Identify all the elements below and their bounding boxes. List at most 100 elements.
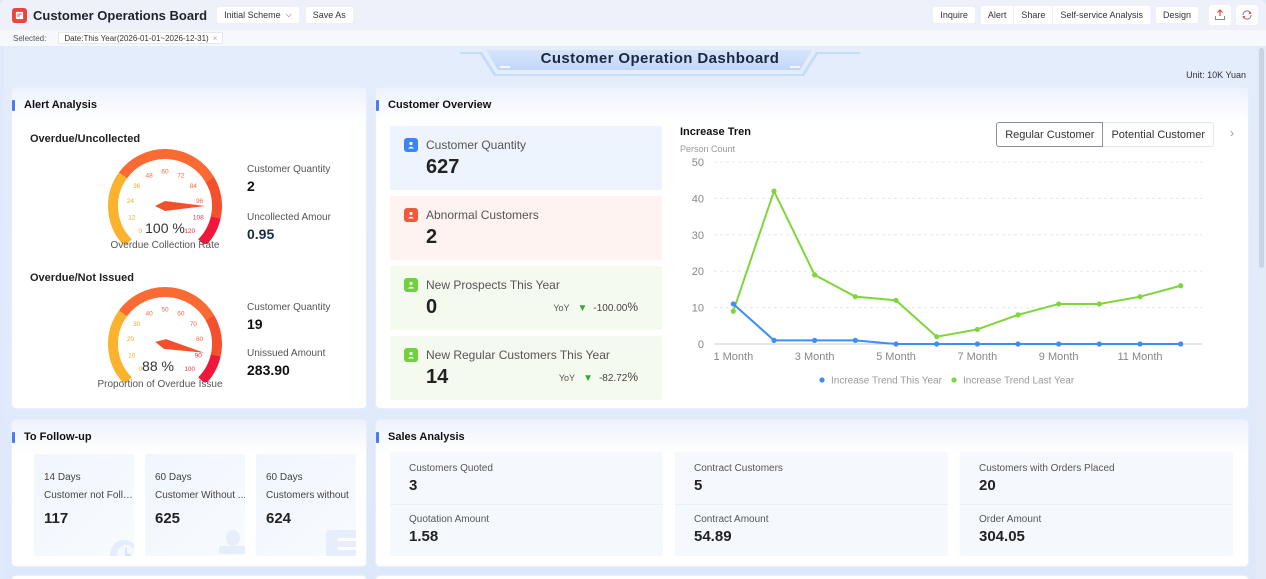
alert-button[interactable]: Alert	[980, 6, 1015, 24]
yoy-label: YoY	[558, 373, 576, 383]
data-point[interactable]	[812, 272, 818, 278]
export-icon	[1215, 9, 1225, 20]
chevron-right-icon[interactable]: ›	[1230, 126, 1234, 140]
tab-potential-customer[interactable]: Potential Customer	[1103, 122, 1214, 147]
filter-label: Selected:	[13, 33, 47, 43]
save-as-button[interactable]: Save As	[304, 6, 354, 24]
inquire-button[interactable]: Inquire	[932, 6, 976, 24]
gauge-band	[198, 354, 221, 382]
data-point[interactable]	[934, 341, 940, 347]
gauge-band	[205, 314, 222, 357]
uncollected-amount-value: 0.95	[247, 226, 275, 242]
clock-icon	[98, 526, 134, 556]
data-point[interactable]	[934, 334, 940, 340]
self-service-analysis-button[interactable]: Self-service Analysis	[1053, 6, 1150, 24]
yoy-number: -100.00	[593, 303, 628, 314]
sales-label: Contract Amount	[694, 514, 769, 525]
design-button[interactable]: Design	[1154, 6, 1199, 24]
data-point[interactable]	[852, 294, 858, 300]
gauge-tick-label: 60	[177, 310, 185, 317]
tab-regular-customer[interactable]: Regular Customer	[996, 122, 1104, 147]
app-logo-icon	[12, 7, 27, 23]
follow-up-label: Customer Without ...	[155, 490, 245, 501]
data-point[interactable]	[730, 308, 736, 314]
yoy-number: -82.72	[598, 373, 628, 384]
legend-marker[interactable]	[819, 377, 825, 383]
series-line	[732, 188, 1181, 338]
y-tick-label: 40	[692, 193, 704, 205]
legend-marker[interactable]	[951, 377, 957, 383]
sales-value: 304.05	[979, 528, 1025, 545]
refresh-button[interactable]	[1236, 5, 1258, 25]
scheme-dropdown[interactable]: Initial Scheme ⌵	[216, 6, 300, 24]
legend-label[interactable]: Increase Trend Last Year	[963, 376, 1075, 387]
data-point[interactable]	[771, 188, 777, 194]
data-point[interactable]	[730, 301, 736, 307]
refresh-icon	[1242, 10, 1252, 20]
data-point[interactable]	[1096, 301, 1102, 307]
data-point[interactable]	[1015, 312, 1021, 318]
date-filter-chip[interactable]: Date:This Year(2026-01-01~2026-12-31) ×	[58, 32, 224, 44]
gauge-tick-label: 90	[195, 352, 203, 359]
panel-title: Customer Overview	[375, 99, 492, 111]
sales-value: 3	[409, 477, 418, 494]
data-point[interactable]	[1178, 283, 1184, 289]
data-point[interactable]	[852, 337, 858, 343]
sales-card[interactable]: Contract Customers 5 Contract Amount 54.89	[675, 452, 948, 556]
data-point[interactable]	[974, 326, 980, 333]
close-icon[interactable]: ×	[212, 33, 218, 43]
data-point[interactable]	[812, 337, 818, 343]
data-point[interactable]	[1137, 294, 1143, 300]
overview-card-value: 627	[426, 156, 460, 178]
chevron-down-icon: ⌵	[285, 10, 292, 19]
y-tick-label: 10	[692, 303, 704, 315]
share-button[interactable]: Share	[1014, 6, 1054, 24]
gauge-band	[108, 310, 132, 382]
overview-card[interactable]: Abnormal Customers 2	[390, 196, 662, 260]
sales-analysis-panel: Sales Analysis Customers Quoted 3 Quotatio…	[376, 420, 1248, 566]
gauge-tick-label: 12	[128, 214, 136, 221]
user-icon	[404, 208, 418, 222]
panel-title: Sales Analysis	[376, 431, 465, 443]
gauge-tick-label: 84	[190, 183, 198, 190]
top-bar: Customer Operations Board Initial Scheme…	[0, 0, 1266, 30]
yoy-value: -100.00%	[593, 300, 638, 314]
export-button[interactable]	[1209, 5, 1231, 25]
y-tick-label: 0	[698, 339, 704, 351]
gauge-caption: Overdue Collection Rate	[110, 240, 220, 251]
sales-card[interactable]: Customers Quoted 3 Quotation Amount 1.58	[390, 452, 663, 556]
sales-value: 5	[694, 477, 703, 494]
data-point[interactable]	[1096, 341, 1102, 347]
follow-up-days: 60 Days	[266, 472, 303, 483]
data-point[interactable]	[1056, 341, 1062, 347]
overview-card[interactable]: New Regular Customers This Year 14 YoY ▼ -82…	[390, 336, 662, 400]
data-point[interactable]	[1015, 341, 1021, 347]
overview-card[interactable]: Customer Quantity 627	[390, 126, 662, 190]
data-point[interactable]	[1056, 301, 1062, 307]
data-point[interactable]	[771, 337, 777, 343]
follow-up-card[interactable]: 14 Days Customer not Follo... 117	[34, 454, 134, 556]
gauge-caption: Proportion of Overdue Issue	[97, 379, 223, 390]
overview-card-label: Customer Quantity	[426, 138, 527, 152]
data-point[interactable]	[1137, 341, 1143, 347]
overview-card[interactable]: New Prospects This Year 0 YoY ▼ -100.00%	[390, 266, 662, 330]
legend-label[interactable]: Increase Trend This Year	[831, 376, 943, 387]
next-panel-edge	[376, 576, 1248, 579]
sales-label: Quotation Amount	[409, 514, 490, 525]
sales-value: 54.89	[694, 528, 732, 545]
data-point[interactable]	[1178, 341, 1184, 347]
vertical-scrollbar[interactable]	[1256, 46, 1266, 579]
follow-up-card[interactable]: 60 Days Customer Without ... 625	[145, 454, 245, 556]
gauge-tick-label: 100	[184, 366, 195, 373]
sales-value: 20	[979, 477, 996, 494]
scrollbar-thumb[interactable]	[1259, 48, 1264, 268]
data-point[interactable]	[893, 297, 899, 303]
x-tick-label: 5 Month	[876, 351, 916, 363]
sales-card[interactable]: Customers with Orders Placed 20 Order Amou…	[960, 452, 1233, 556]
yoy-unit: %	[627, 370, 638, 384]
y-tick-label: 20	[692, 266, 704, 278]
data-point[interactable]	[893, 341, 899, 347]
data-point[interactable]	[974, 341, 980, 347]
follow-up-card[interactable]: 60 Days Customers without 624	[256, 454, 356, 556]
y-axis-label: Person Count	[680, 144, 736, 154]
